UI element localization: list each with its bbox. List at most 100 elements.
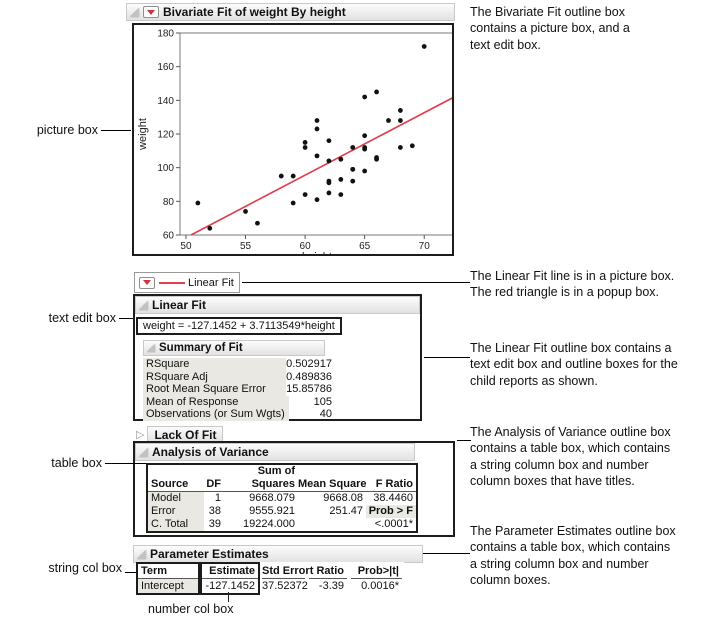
number-cell: -3.39 bbox=[318, 580, 344, 592]
disclosure-open-icon[interactable] bbox=[137, 549, 146, 559]
data-point[interactable] bbox=[314, 153, 320, 159]
linear-fit-outline-box: Linear Fit weight = -127.1452 + 3.711354… bbox=[133, 294, 422, 421]
column-header-text: t Ratio bbox=[309, 565, 344, 577]
number-cell: 1 bbox=[214, 492, 221, 504]
data-point[interactable] bbox=[350, 178, 356, 184]
annotation-legend: The Linear Fit line is in a picture box.… bbox=[470, 269, 675, 300]
x-axis-label: height bbox=[302, 251, 332, 254]
data-point[interactable] bbox=[350, 145, 356, 150]
y-tick-label: 80 bbox=[163, 197, 175, 208]
data-point[interactable] bbox=[362, 133, 368, 139]
callout-number-col-box: number col box bbox=[148, 602, 234, 616]
plot-frame bbox=[179, 32, 452, 236]
number-cell: 9668.079 bbox=[249, 492, 295, 504]
data-point[interactable] bbox=[397, 118, 403, 123]
callout-string-col-box: string col box bbox=[48, 561, 122, 575]
text-edit-box-equation[interactable]: weight = -127.1452 + 3.7113549*height bbox=[136, 317, 342, 335]
data-point[interactable] bbox=[302, 145, 308, 150]
outline-bar-linear-fit[interactable]: Linear Fit bbox=[135, 296, 420, 314]
string-cell: C. Total bbox=[148, 518, 204, 531]
data-point[interactable] bbox=[326, 138, 332, 144]
column-header: Mean Square bbox=[298, 465, 366, 492]
data-point[interactable] bbox=[255, 220, 260, 226]
column-header: Estimate bbox=[202, 564, 258, 579]
outline-bar-parameter-estimates[interactable]: Parameter Estimates bbox=[133, 545, 423, 563]
number-column-box: Sum of Squares 9668.079 9555.921 19224.000 bbox=[224, 465, 298, 531]
disclosure-open-icon[interactable] bbox=[147, 344, 155, 352]
x-tick-label: 65 bbox=[359, 241, 371, 252]
column-header-text: Squares bbox=[251, 478, 295, 490]
column-header-text: Sum of bbox=[257, 465, 295, 477]
number-cell: -127.1452 bbox=[205, 580, 255, 592]
summary-stat-value: 0.502917 bbox=[286, 358, 332, 370]
callout-line bbox=[423, 553, 470, 554]
red-triangle-popup-icon[interactable] bbox=[143, 6, 159, 18]
number-cell: 251.47 bbox=[329, 505, 363, 517]
summary-row: RSquare 0.502917 bbox=[143, 358, 333, 371]
number-column-box: Estimate -127.1452 bbox=[200, 562, 260, 595]
callout-picture-box: picture box bbox=[36, 123, 98, 137]
parameter-estimates-title: Parameter Estimates bbox=[150, 547, 269, 561]
number-cell: <.0001* bbox=[374, 518, 413, 530]
outline-bar-summary-of-fit[interactable]: Summary of Fit bbox=[143, 340, 325, 356]
red-triangle-popup-icon[interactable] bbox=[139, 276, 155, 289]
number-cell: 9555.921 bbox=[249, 505, 295, 517]
data-point[interactable] bbox=[338, 177, 344, 182]
column-header-text: Term bbox=[141, 565, 168, 577]
picture-box: 60 80 100 120 140 160 180 50 55 60 65 70 weight heigh… bbox=[132, 23, 454, 256]
data-point[interactable] bbox=[338, 156, 344, 162]
data-point[interactable] bbox=[374, 155, 379, 160]
callout-line bbox=[242, 282, 470, 283]
string-cell: Intercept bbox=[138, 579, 198, 593]
y-tick-label: 100 bbox=[157, 163, 174, 174]
summary-row: Observations (or Sum Wgts) 40 bbox=[143, 408, 333, 421]
disclosure-open-icon[interactable] bbox=[139, 300, 148, 310]
column-header: t Ratio bbox=[309, 564, 347, 579]
data-point[interactable] bbox=[314, 118, 320, 123]
column-header-text bbox=[204, 465, 224, 478]
callout-line bbox=[125, 572, 136, 573]
data-point[interactable] bbox=[362, 94, 368, 100]
column-header: F Ratio bbox=[366, 465, 416, 492]
data-point[interactable] bbox=[290, 200, 296, 206]
data-point[interactable] bbox=[362, 168, 368, 174]
data-point[interactable] bbox=[350, 166, 356, 172]
linear-fit-legend-popup-box: Linear Fit bbox=[134, 272, 240, 293]
data-point[interactable] bbox=[421, 44, 427, 49]
data-point[interactable] bbox=[302, 140, 308, 145]
data-point[interactable] bbox=[362, 145, 368, 150]
data-point[interactable] bbox=[314, 126, 320, 132]
data-point[interactable] bbox=[338, 192, 344, 198]
outline-bar-bivariate-fit[interactable]: Bivariate Fit of weight By height bbox=[126, 3, 455, 21]
column-header-text: F Ratio bbox=[375, 478, 413, 490]
scatter-plot[interactable]: 60 80 100 120 140 160 180 50 55 60 65 70 weight heigh… bbox=[134, 25, 452, 254]
fit-line[interactable] bbox=[190, 97, 452, 236]
data-point[interactable] bbox=[386, 118, 391, 123]
callout-line bbox=[424, 357, 470, 358]
data-point[interactable] bbox=[302, 192, 308, 198]
data-point[interactable] bbox=[207, 225, 213, 231]
data-point[interactable] bbox=[326, 158, 332, 164]
disclosure-closed-icon[interactable]: ▷ bbox=[136, 428, 145, 441]
disclosure-open-icon[interactable] bbox=[130, 7, 139, 17]
summary-of-fit-table: RSquare 0.502917 RSquare Adj 0.489836 Root M… bbox=[143, 358, 333, 421]
x-tick-label: 60 bbox=[300, 241, 312, 252]
data-point[interactable] bbox=[409, 143, 415, 149]
outline-bar-anova[interactable]: Analysis of Variance bbox=[135, 443, 415, 461]
data-point[interactable] bbox=[278, 173, 284, 179]
summary-row: Root Mean Square Error 15.85786 bbox=[143, 383, 333, 396]
number-cell: 9668.08 bbox=[323, 492, 363, 504]
data-point[interactable] bbox=[326, 190, 332, 196]
column-header-text: Std Error bbox=[262, 565, 310, 577]
data-point[interactable] bbox=[397, 145, 403, 150]
data-point[interactable] bbox=[314, 197, 320, 203]
data-point[interactable] bbox=[374, 89, 379, 95]
data-point[interactable] bbox=[326, 178, 332, 184]
data-point[interactable] bbox=[243, 209, 248, 214]
data-point[interactable] bbox=[397, 108, 403, 113]
number-column-box: DF 1 38 39 bbox=[204, 465, 224, 531]
data-point[interactable] bbox=[290, 173, 296, 179]
data-point[interactable] bbox=[195, 200, 201, 206]
disclosure-open-icon[interactable] bbox=[139, 447, 148, 457]
